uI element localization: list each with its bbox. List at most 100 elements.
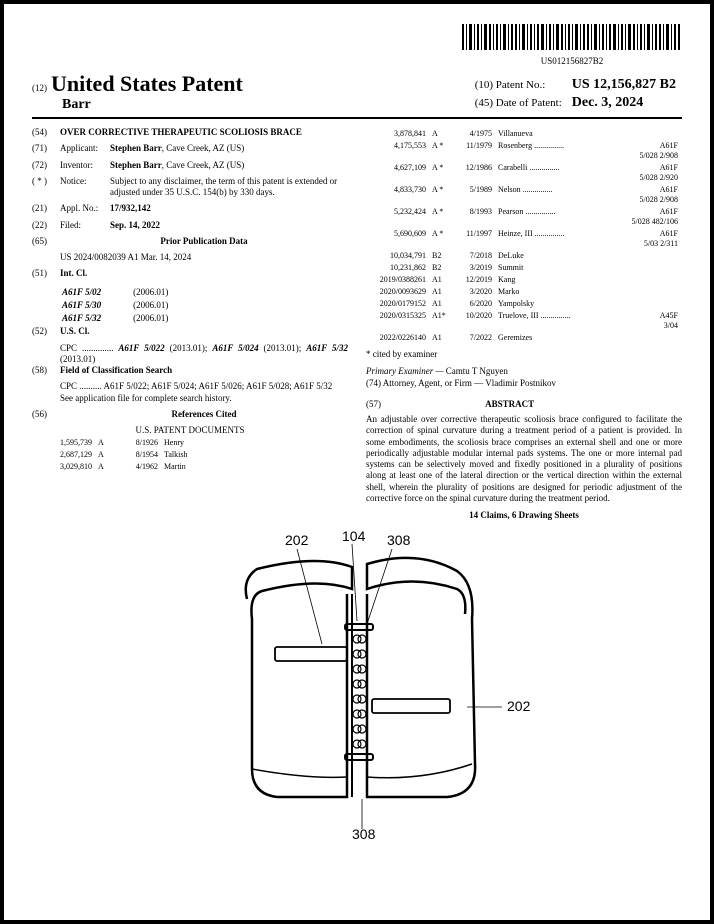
ref-num: 4,627,109 xyxy=(368,163,428,183)
f72-rest: , Cave Creek, AZ (US) xyxy=(162,160,244,170)
fig-label-a: 202 xyxy=(285,532,309,548)
ref-name: Truelove, III ............... xyxy=(496,311,606,331)
ref-type: A1 xyxy=(430,275,448,285)
patent-date-label: (45) Date of Patent: xyxy=(471,95,566,111)
f72-code: (72) xyxy=(32,160,60,171)
ref-num: 4,175,553 xyxy=(368,141,428,161)
f65-title: Prior Publication Data xyxy=(60,236,348,247)
f52-label: U.S. Cl. xyxy=(60,326,348,337)
intcl-code: A61F 5/32 xyxy=(62,313,131,324)
ref-name: Nelson ............... xyxy=(496,185,606,205)
ref-num: 10,231,862 xyxy=(368,263,428,273)
f58-code: (58) xyxy=(32,365,60,376)
f71-rest: , Cave Creek, AZ (US) xyxy=(162,143,244,153)
f52-val: CPC .............. A61F 5/022 (2013.01);… xyxy=(60,343,348,366)
ref-num: 4,833,730 xyxy=(368,185,428,205)
f65-code: (65) xyxy=(32,236,60,247)
ref-num: 5,690,609 xyxy=(368,229,428,249)
ref-num: 1,595,739 xyxy=(34,438,94,448)
ref-type: A * xyxy=(430,141,448,161)
f58-val1: CPC .......... A61F 5/022; A61F 5/024; A… xyxy=(60,381,348,392)
refs-right-table: 3,878,841A4/1975Villanueva4,175,553A *11… xyxy=(366,127,682,345)
ref-type: A1* xyxy=(430,311,448,331)
ref-class: A61F5/03 2/311 xyxy=(608,229,680,249)
f22-code: (22) xyxy=(32,220,60,231)
ref-type: A * xyxy=(430,185,448,205)
header-left: (12) United States Patent Barr xyxy=(32,71,243,113)
f71-label: Applicant: xyxy=(60,143,110,154)
refs-left-table: 1,595,739A8/1926Henry2,687,129A8/1954Tal… xyxy=(32,436,348,474)
ref-date: 11/1979 xyxy=(450,141,494,161)
ref-type: B2 xyxy=(430,263,448,273)
ref-num: 2,687,129 xyxy=(34,450,94,460)
ref-date: 5/1989 xyxy=(450,185,494,205)
f54-code: (54) xyxy=(32,127,60,138)
barcode-area: US012156827B2 xyxy=(32,24,682,69)
attorney-label: (74) Attorney, Agent, or Firm — xyxy=(366,378,483,388)
f72-label: Inventor: xyxy=(60,160,110,171)
f51-label: Int. Cl. xyxy=(60,268,348,279)
ref-type: A * xyxy=(430,163,448,183)
patent-no: US 12,156,827 B2 xyxy=(568,77,680,93)
f51-rows: A61F 5/02(2006.01)A61F 5/30(2006.01)A61F… xyxy=(60,285,348,327)
ref-name: Marko xyxy=(496,287,606,297)
ref-name: DeLuke xyxy=(496,251,606,261)
left-column: (54) OVER CORRECTIVE THERAPEUTIC SCOLIOS… xyxy=(32,127,348,521)
ref-name: Martin xyxy=(162,462,346,472)
ref-name: Villanueva xyxy=(496,129,606,139)
ref-type: A1 xyxy=(430,287,448,297)
barcode-svg xyxy=(462,24,682,50)
f22-label: Filed: xyxy=(60,220,110,231)
ref-class: A61F5/028 2/908 xyxy=(608,185,680,205)
f21-val: 17/932,142 xyxy=(110,203,348,214)
ref-date: 12/1986 xyxy=(450,163,494,183)
f22-val: Sep. 14, 2022 xyxy=(110,220,348,231)
f58-val2: See application file for complete search… xyxy=(60,393,348,404)
ref-type: A1 xyxy=(430,333,448,343)
patent-date: Dec. 3, 2024 xyxy=(568,95,680,111)
ref-num: 2022/0226140 xyxy=(368,333,428,343)
ref-type: A xyxy=(96,438,114,448)
ref-name: Talkish xyxy=(162,450,346,460)
f58-label: Field of Classification Search xyxy=(60,365,348,376)
fig-label-e: 308 xyxy=(352,826,376,839)
ref-date: 8/1954 xyxy=(116,450,160,460)
ref-class: A61F5/028 482/106 xyxy=(608,207,680,227)
ref-type: A xyxy=(96,450,114,460)
intcl-year: (2006.01) xyxy=(133,300,168,311)
examiner-label: Primary Examiner — xyxy=(366,366,444,376)
abstract-text: An adjustable over corrective therapeuti… xyxy=(366,414,682,504)
abstract-title: ABSTRACT xyxy=(383,399,636,410)
abstract-code: (57) xyxy=(366,399,381,409)
notice-code: ( * ) xyxy=(32,176,60,199)
barcode: US012156827B2 xyxy=(462,24,682,66)
f54-title: OVER CORRECTIVE THERAPEUTIC SCOLIOSIS BR… xyxy=(60,127,348,138)
ref-date: 12/2019 xyxy=(450,275,494,285)
claims-note: 14 Claims, 6 Drawing Sheets xyxy=(366,510,682,521)
ref-num: 2020/0093629 xyxy=(368,287,428,297)
figure: 202 104 308 202 308 xyxy=(32,529,682,844)
notice-val: Subject to any disclaimer, the term of t… xyxy=(110,176,348,199)
header-title: United States Patent xyxy=(51,71,243,96)
ref-name: Rosenberg ............... xyxy=(496,141,606,161)
f72-name: Stephen Barr xyxy=(110,160,162,170)
ref-type: A * xyxy=(430,229,448,249)
ref-type: A * xyxy=(430,207,448,227)
f71-code: (71) xyxy=(32,143,60,154)
fig-label-b: 104 xyxy=(342,529,366,544)
ref-type: A xyxy=(96,462,114,472)
ref-date: 7/2022 xyxy=(450,333,494,343)
ref-name: Heinze, III ............... xyxy=(496,229,606,249)
f56-sub: U.S. PATENT DOCUMENTS xyxy=(32,425,348,436)
f56-code: (56) xyxy=(32,409,60,420)
columns: (54) OVER CORRECTIVE THERAPEUTIC SCOLIOS… xyxy=(32,127,682,521)
ref-num: 3,878,841 xyxy=(368,129,428,139)
ref-date: 3/2020 xyxy=(450,287,494,297)
ref-name: Geremizes xyxy=(496,333,606,343)
ref-num: 2019/0388261 xyxy=(368,275,428,285)
ref-num: 10,034,791 xyxy=(368,251,428,261)
f56-title: References Cited xyxy=(60,409,348,420)
examiner: Camtu T Nguyen xyxy=(446,366,508,376)
ref-name: Yampolsky xyxy=(496,299,606,309)
ref-type: A xyxy=(430,129,448,139)
